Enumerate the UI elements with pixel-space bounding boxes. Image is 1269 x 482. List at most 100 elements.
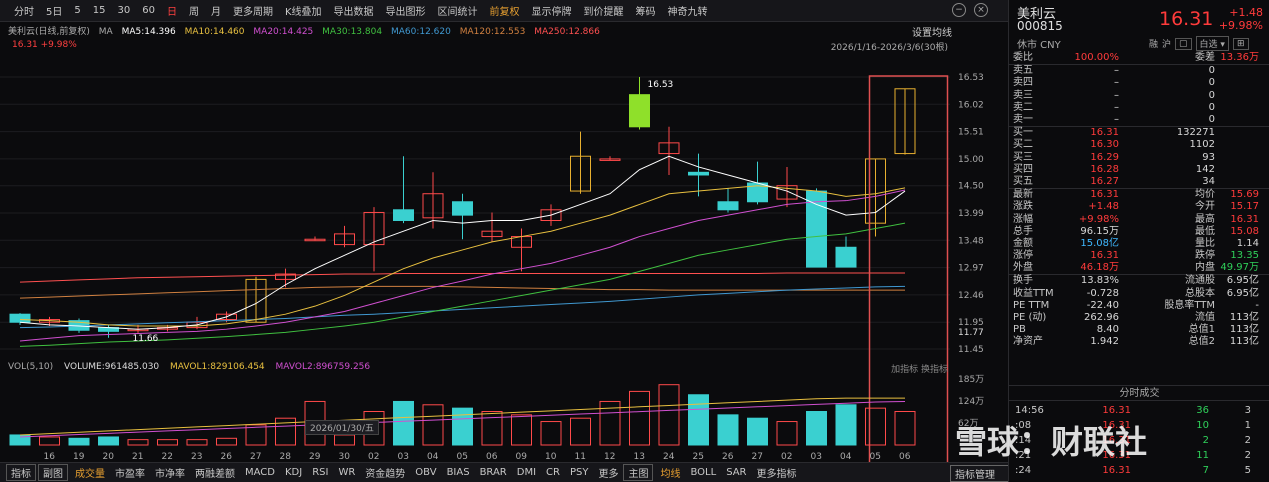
ma5-line bbox=[19, 155, 906, 330]
toolbar-item[interactable]: 导出数据 bbox=[333, 7, 374, 18]
ask-price: – bbox=[1114, 77, 1119, 89]
fund-label: 总股本 bbox=[1185, 287, 1215, 299]
volume-bar bbox=[688, 394, 709, 446]
volume-bar bbox=[747, 417, 768, 446]
ask-label: 卖二 bbox=[1013, 101, 1033, 113]
indicator-tab[interactable]: BRAR bbox=[479, 467, 507, 478]
ticks-header[interactable]: 分时成交 bbox=[1009, 385, 1269, 401]
stat-value: 49.97万 bbox=[1220, 262, 1259, 274]
x-tick-label: 03 bbox=[398, 452, 409, 462]
toolbar-item[interactable]: K线叠加 bbox=[284, 7, 322, 18]
toolbar-item[interactable]: 显示停牌 bbox=[531, 7, 572, 18]
x-tick-label: 13 bbox=[634, 452, 645, 462]
stock-tags: 融 沪 ▢ 白选 ▾ ⊞ bbox=[1149, 36, 1249, 51]
indicator-tab[interactable]: 均线 bbox=[660, 469, 681, 480]
stat-label: 外盘 bbox=[1013, 262, 1033, 274]
stat-label: 量比 bbox=[1195, 237, 1215, 249]
stat-value: 15.69 bbox=[1230, 189, 1259, 201]
volume-bar bbox=[570, 417, 591, 446]
stat-label: 涨停 bbox=[1013, 250, 1033, 262]
indicator-tab[interactable]: OBV bbox=[415, 467, 437, 478]
toolbar-item[interactable]: 分时 bbox=[14, 7, 34, 18]
toolbar-item[interactable]: 更多周期 bbox=[232, 7, 273, 18]
watchlist-select[interactable]: 白选 ▾ bbox=[1195, 36, 1229, 51]
fund-value: -0.728 bbox=[1086, 287, 1119, 299]
fund-label: PE (动) bbox=[1013, 312, 1047, 324]
toolbar-item[interactable]: 15 bbox=[92, 5, 106, 16]
minus-icon[interactable]: − bbox=[952, 3, 966, 17]
toolbar-item[interactable]: 周 bbox=[188, 7, 199, 18]
indicator-tab[interactable]: 主图 bbox=[623, 464, 654, 481]
vol-tick-label: 185万 bbox=[958, 375, 984, 385]
indicator-tab[interactable]: 资金趋势 bbox=[365, 469, 406, 480]
candle-body bbox=[570, 155, 591, 192]
indicator-tab[interactable]: BOLL bbox=[690, 467, 717, 478]
tick-count: 3 bbox=[1244, 405, 1251, 416]
indicator-tab[interactable]: MACD bbox=[245, 467, 275, 478]
tick-row: :24 16.31 7 5 bbox=[1009, 463, 1269, 478]
current-price-label: 11.77 bbox=[958, 328, 984, 338]
toolbar-item[interactable]: 30 bbox=[117, 5, 131, 16]
ask-volume: 0 bbox=[1208, 77, 1215, 89]
low-price-label: 11.66 bbox=[133, 334, 159, 344]
toolbar-item[interactable]: 到价提醒 bbox=[583, 7, 624, 18]
toolbar-item[interactable]: 5 bbox=[74, 5, 81, 16]
x-tick-label: 24 bbox=[663, 452, 675, 462]
stat-label: 今开 bbox=[1195, 201, 1215, 213]
toolbar-item[interactable]: 日 bbox=[166, 7, 177, 18]
volume-bar bbox=[68, 437, 90, 446]
indicator-tab[interactable]: 更多 bbox=[598, 469, 619, 480]
indicator-tab[interactable]: 两融差额 bbox=[195, 469, 235, 480]
indicator-tab[interactable]: 指标 bbox=[6, 464, 36, 481]
close-icon[interactable]: × bbox=[974, 3, 988, 17]
toolbar-item[interactable]: 导出图形 bbox=[385, 7, 426, 18]
stat-value: 96.15万 bbox=[1080, 225, 1119, 237]
candle-body bbox=[275, 273, 296, 280]
x-tick-label: 30 bbox=[339, 452, 351, 462]
indicator-tab[interactable]: PSY bbox=[569, 467, 589, 478]
indicator-tab[interactable]: 成交量 bbox=[75, 469, 105, 480]
toolbar-item[interactable]: 神奇九转 bbox=[667, 7, 708, 18]
y-tick-label: 16.02 bbox=[958, 100, 984, 110]
x-tick-label: 10 bbox=[545, 452, 557, 462]
indicator-tab[interactable]: 更多指标 bbox=[756, 469, 797, 480]
layout-icon[interactable]: ⊞ bbox=[1232, 37, 1249, 50]
mavol2-value: MAVOL2:896759.256 bbox=[275, 362, 371, 372]
toolbar-item[interactable]: 筹码 bbox=[635, 7, 656, 18]
indicator-tab[interactable]: DMI bbox=[516, 467, 537, 478]
vol-value: VOLUME:961485.030 bbox=[64, 362, 160, 372]
kline-chart[interactable]: 美利云(日线,前复权) MA MA5:14.396 MA10:14.460 MA… bbox=[0, 22, 1008, 462]
stat-value: 16.31 bbox=[1090, 189, 1119, 201]
toolbar-item[interactable]: 前复权 bbox=[489, 7, 520, 18]
quote-row: PB 8.40 总值1 113亿 bbox=[1009, 324, 1269, 336]
ask-label: 卖五 bbox=[1013, 65, 1033, 77]
toolbar-item[interactable]: 60 bbox=[142, 5, 155, 16]
indicator-tab[interactable]: 市净率 bbox=[155, 469, 185, 480]
set-ma-button[interactable]: 设置均线 bbox=[912, 28, 952, 39]
high-price-label: 16.53 bbox=[648, 80, 674, 90]
ask-price: – bbox=[1114, 101, 1119, 113]
indicator-tab[interactable]: 副图 bbox=[38, 464, 68, 481]
toolbar-item[interactable]: 5日 bbox=[46, 7, 63, 18]
chart-title: 美利云(日线,前复权) bbox=[8, 27, 90, 37]
x-tick-label: 27 bbox=[752, 452, 763, 462]
note-icon[interactable]: ▢ bbox=[1175, 37, 1192, 50]
stat-value: 16.31 bbox=[1230, 213, 1259, 225]
indicator-tab[interactable]: WR bbox=[338, 467, 356, 478]
x-tick-label: 05 bbox=[870, 452, 881, 462]
indicator-tools[interactable]: 加指标 换指标 bbox=[891, 365, 948, 375]
indicator-tab[interactable]: CR bbox=[546, 467, 560, 478]
fund-label: PB bbox=[1013, 324, 1026, 336]
indicator-tab[interactable]: RSI bbox=[312, 467, 329, 478]
toolbar-item[interactable]: 区间统计 bbox=[437, 7, 478, 18]
ask-volume: 0 bbox=[1208, 65, 1215, 77]
quote-row: 涨跌 +1.48 今开 15.17 bbox=[1009, 201, 1269, 213]
indicator-tab[interactable]: SAR bbox=[726, 467, 747, 478]
ma20-line bbox=[19, 189, 906, 342]
indicator-tab[interactable]: 市盈率 bbox=[115, 469, 145, 480]
indicator-tab[interactable]: BIAS bbox=[446, 467, 470, 478]
bid-price: 16.28 bbox=[1090, 163, 1119, 175]
indicator-tab[interactable]: KDJ bbox=[284, 467, 303, 478]
ma10-value: MA10:14.460 bbox=[184, 27, 245, 37]
toolbar-item[interactable]: 月 bbox=[210, 7, 221, 18]
